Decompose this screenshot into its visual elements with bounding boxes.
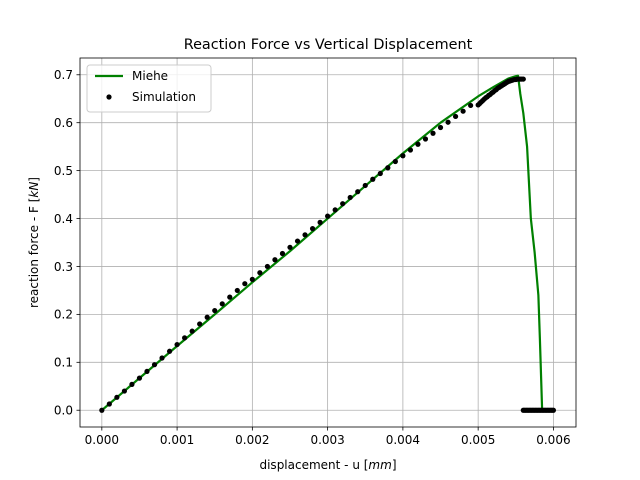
y-axis-label: reaction force - F [kN] — [27, 177, 41, 308]
simulation-data-point — [452, 113, 459, 120]
y-tick-label: 0.2 — [54, 308, 73, 322]
y-axis-label-close: ] — [27, 177, 41, 182]
simulation-data-point — [445, 119, 451, 125]
simulation-data-point — [400, 153, 406, 159]
simulation-data-point — [159, 355, 165, 361]
simulation-data-point — [242, 281, 248, 287]
simulation-data-point — [460, 108, 466, 114]
x-axis-label-text: displacement - u [ — [259, 458, 368, 472]
simulation-data-point — [166, 348, 173, 354]
simulation-data-point — [114, 394, 120, 400]
simulation-data-point — [219, 301, 225, 307]
simulation-data-point — [121, 388, 128, 394]
y-tick-label: 0.5 — [54, 164, 73, 178]
simulation-data-point — [407, 147, 414, 153]
x-tick-label: 0.003 — [310, 433, 344, 447]
x-tick-label: 0.002 — [235, 433, 269, 447]
miehe-series-line — [101, 74, 544, 412]
x-tick-label: 0.006 — [536, 433, 570, 447]
simulation-data-point — [370, 176, 376, 182]
y-tick-label: 0.0 — [54, 404, 73, 418]
simulation-data-point — [197, 321, 203, 327]
plot-data — [99, 74, 557, 413]
simulation-data-point — [279, 250, 286, 257]
simulation-data-point — [189, 328, 195, 334]
simulation-data-point — [347, 194, 353, 201]
y-axis-label-unit: kN — [27, 182, 41, 198]
simulation-data-point — [309, 226, 316, 232]
chart-title: Reaction Force vs Vertical Displacement — [184, 37, 473, 53]
grid-lines — [80, 58, 576, 427]
simulation-data-point — [264, 263, 271, 270]
simulation-data-point — [377, 170, 383, 177]
simulation-data-point — [234, 287, 240, 294]
simulation-data-point — [392, 158, 398, 165]
simulation-data-point — [136, 375, 143, 381]
simulation-data-point — [550, 407, 557, 413]
simulation-data-point — [520, 76, 526, 82]
simulation-data-point — [317, 219, 323, 225]
simulation-data-point — [204, 314, 210, 320]
simulation-data-point — [272, 257, 278, 263]
simulation-data-point — [302, 232, 308, 238]
simulation-data-point — [362, 182, 368, 189]
simulation-data-point — [129, 381, 135, 387]
x-axis-label-close: ] — [392, 458, 397, 472]
simulation-data-point — [422, 136, 429, 142]
simulation-data-point — [174, 341, 180, 348]
y-tick-label: 0.7 — [54, 68, 73, 82]
y-tick-label: 0.1 — [54, 356, 73, 370]
simulation-data-point — [325, 213, 331, 219]
legend-label-simulation: Simulation — [132, 90, 196, 104]
simulation-data-point — [106, 401, 112, 407]
simulation-data-point — [249, 276, 255, 282]
x-axis-label-unit: mm — [368, 458, 391, 472]
x-axis-label: displacement - u [mm] — [259, 458, 396, 472]
legend-label-miehe: Miehe — [132, 69, 168, 83]
simulation-data-point — [212, 307, 218, 314]
simulation-data-point — [468, 102, 474, 109]
y-tick-label: 0.6 — [54, 116, 73, 130]
simulation-data-point — [415, 141, 421, 147]
simulation-data-point — [430, 130, 436, 136]
x-tick-label: 0.001 — [160, 433, 194, 447]
x-tick-label: 0.005 — [461, 433, 495, 447]
y-axis-label-text: reaction force - F [ — [27, 198, 41, 308]
simulation-data-point — [385, 165, 391, 171]
simulation-data-point — [227, 294, 233, 300]
simulation-data-point — [294, 238, 301, 244]
simulation-data-point — [144, 368, 150, 375]
simulation-data-point — [257, 270, 263, 276]
x-tick-label: 0.004 — [386, 433, 420, 447]
simulation-data-point — [287, 244, 293, 250]
simulation-data-point — [182, 335, 188, 341]
y-tick-label: 0.3 — [54, 260, 73, 274]
simulation-data-point — [151, 362, 158, 368]
simulation-data-point — [340, 201, 346, 207]
simulation-data-point — [437, 124, 444, 131]
simulation-data-point — [99, 407, 105, 413]
legend: Miehe Simulation — [86, 64, 212, 113]
y-tick-label: 0.4 — [54, 212, 73, 226]
legend-simulation-marker-swatch — [106, 94, 112, 100]
x-tick-label: 0.000 — [85, 433, 119, 447]
axis-ticks: 0.000 0.001 0.002 0.003 0.004 0.005 0.006 0.0 0.… — [54, 68, 571, 447]
simulation-data-point — [332, 207, 338, 213]
simulation-data-point — [355, 189, 361, 195]
